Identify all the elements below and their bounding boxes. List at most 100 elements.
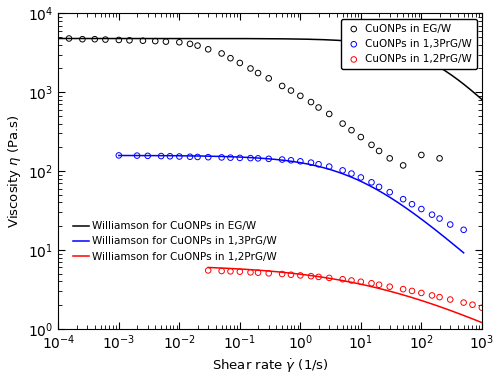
CuONPs in EG/W [102,37,110,43]
CuONPs in 1,3PrG/W [408,201,416,207]
CuONPs in EG/W [254,70,262,76]
CuONPs in 1,2PrG/W [436,294,444,300]
CuONPs in 1,3PrG/W [157,153,165,159]
Williamson for CuONPs in EG/W [56,36,62,41]
CuONPs in EG/W [418,152,426,158]
CuONPs in EG/W [314,104,322,110]
Williamson for CuONPs in 1,3PrG/W [116,153,122,158]
CuONPs in 1,2PrG/W [478,305,486,311]
CuONPs in 1,2PrG/W [428,292,436,298]
CuONPs in 1,2PrG/W [399,286,407,292]
CuONPs in 1,2PrG/W [307,273,315,279]
CuONPs in EG/W [91,36,99,42]
CuONPs in 1,3PrG/W [264,156,272,162]
CuONPs in 1,2PrG/W [368,280,376,286]
CuONPs in 1,3PrG/W [204,154,212,160]
CuONPs in 1,2PrG/W [264,270,272,276]
CuONPs in 1,3PrG/W [314,161,322,167]
CuONPs in 1,3PrG/W [246,155,254,161]
CuONPs in EG/W [162,38,170,45]
Williamson for CuONPs in 1,3PrG/W [376,188,382,193]
Williamson for CuONPs in 1,3PrG/W [177,154,183,158]
CuONPs in 1,2PrG/W [236,269,244,275]
CuONPs in EG/W [386,155,394,162]
CuONPs in 1,3PrG/W [375,184,383,190]
CuONPs in 1,2PrG/W [325,275,333,281]
CuONPs in EG/W [218,50,226,56]
CuONPs in EG/W [204,46,212,52]
CuONPs in 1,3PrG/W [254,155,262,162]
CuONPs in 1,3PrG/W [338,167,346,173]
Williamson for CuONPs in 1,2PrG/W [366,284,372,288]
Williamson for CuONPs in 1,2PrG/W [329,277,335,281]
Williamson for CuONPs in EG/W [164,36,170,41]
Line: Williamson for CuONPs in 1,2PrG/W: Williamson for CuONPs in 1,2PrG/W [208,267,482,323]
CuONPs in 1,3PrG/W [460,227,468,233]
CuONPs in 1,2PrG/W [287,272,295,278]
Williamson for CuONPs in EG/W [130,36,136,41]
CuONPs in EG/W [152,38,160,44]
CuONPs in 1,3PrG/W [399,196,407,202]
Williamson for CuONPs in EG/W [374,42,380,47]
CuONPs in EG/W [126,37,134,43]
CuONPs in 1,3PrG/W [368,179,376,186]
CuONPs in EG/W [357,134,365,140]
CuONPs in 1,3PrG/W [287,157,295,163]
CuONPs in 1,3PrG/W [307,160,315,166]
CuONPs in 1,3PrG/W [357,174,365,181]
Legend: Williamson for CuONPs in EG/W, Williamson for CuONPs in 1,3PrG/W, Williamson for: Williamson for CuONPs in EG/W, Williamso… [68,216,282,267]
CuONPs in 1,3PrG/W [446,221,454,227]
CuONPs in EG/W [338,120,346,126]
CuONPs in 1,3PrG/W [194,154,202,160]
CuONPs in EG/W [246,66,254,72]
CuONPs in 1,3PrG/W [186,154,194,160]
CuONPs in EG/W [375,148,383,154]
CuONPs in EG/W [287,88,295,94]
CuONPs in 1,3PrG/W [133,152,141,158]
Williamson for CuONPs in EG/W [479,97,485,102]
CuONPs in EG/W [65,35,73,42]
Williamson for CuONPs in 1,2PrG/W [388,289,394,294]
Williamson for CuONPs in 1,2PrG/W [254,268,260,272]
CuONPs in 1,2PrG/W [314,274,322,280]
CuONPs in EG/W [325,111,333,117]
Y-axis label: Viscosity $\eta$ (Pa.s): Viscosity $\eta$ (Pa.s) [6,114,22,228]
CuONPs in 1,2PrG/W [386,283,394,290]
Williamson for CuONPs in 1,3PrG/W [460,251,466,255]
Williamson for CuONPs in 1,2PrG/W [479,320,485,325]
CuONPs in 1,2PrG/W [218,268,226,274]
CuONPs in 1,3PrG/W [166,153,174,159]
CuONPs in 1,3PrG/W [144,153,152,159]
X-axis label: Shear rate $\dot{\gamma}$ (1/s): Shear rate $\dot{\gamma}$ (1/s) [212,358,328,375]
CuONPs in EG/W [399,162,407,168]
Williamson for CuONPs in 1,2PrG/W [205,265,211,270]
Williamson for CuONPs in EG/W [338,38,344,43]
CuONPs in 1,3PrG/W [386,189,394,195]
CuONPs in EG/W [226,55,234,61]
CuONPs in 1,3PrG/W [236,155,244,161]
CuONPs in EG/W [236,60,244,66]
CuONPs in 1,2PrG/W [375,282,383,288]
Williamson for CuONPs in 1,3PrG/W [272,157,278,162]
CuONPs in EG/W [436,155,444,162]
Line: Williamson for CuONPs in 1,3PrG/W: Williamson for CuONPs in 1,3PrG/W [119,155,464,253]
CuONPs in 1,2PrG/W [278,271,286,277]
CuONPs in 1,2PrG/W [357,279,365,285]
CuONPs in EG/W [78,36,86,42]
CuONPs in 1,3PrG/W [436,216,444,222]
CuONPs in 1,2PrG/W [204,267,212,274]
CuONPs in 1,3PrG/W [348,171,356,177]
CuONPs in 1,2PrG/W [446,296,454,303]
Williamson for CuONPs in 1,3PrG/W [204,154,210,158]
CuONPs in EG/W [186,41,194,47]
CuONPs in EG/W [139,38,147,44]
CuONPs in EG/W [264,75,272,82]
CuONPs in 1,3PrG/W [296,158,304,164]
CuONPs in 1,2PrG/W [468,302,476,308]
CuONPs in 1,2PrG/W [296,272,304,279]
CuONPs in 1,2PrG/W [418,290,426,296]
CuONPs in 1,3PrG/W [218,154,226,160]
CuONPs in 1,3PrG/W [418,206,426,212]
CuONPs in EG/W [368,142,376,148]
Williamson for CuONPs in 1,2PrG/W [276,270,281,274]
